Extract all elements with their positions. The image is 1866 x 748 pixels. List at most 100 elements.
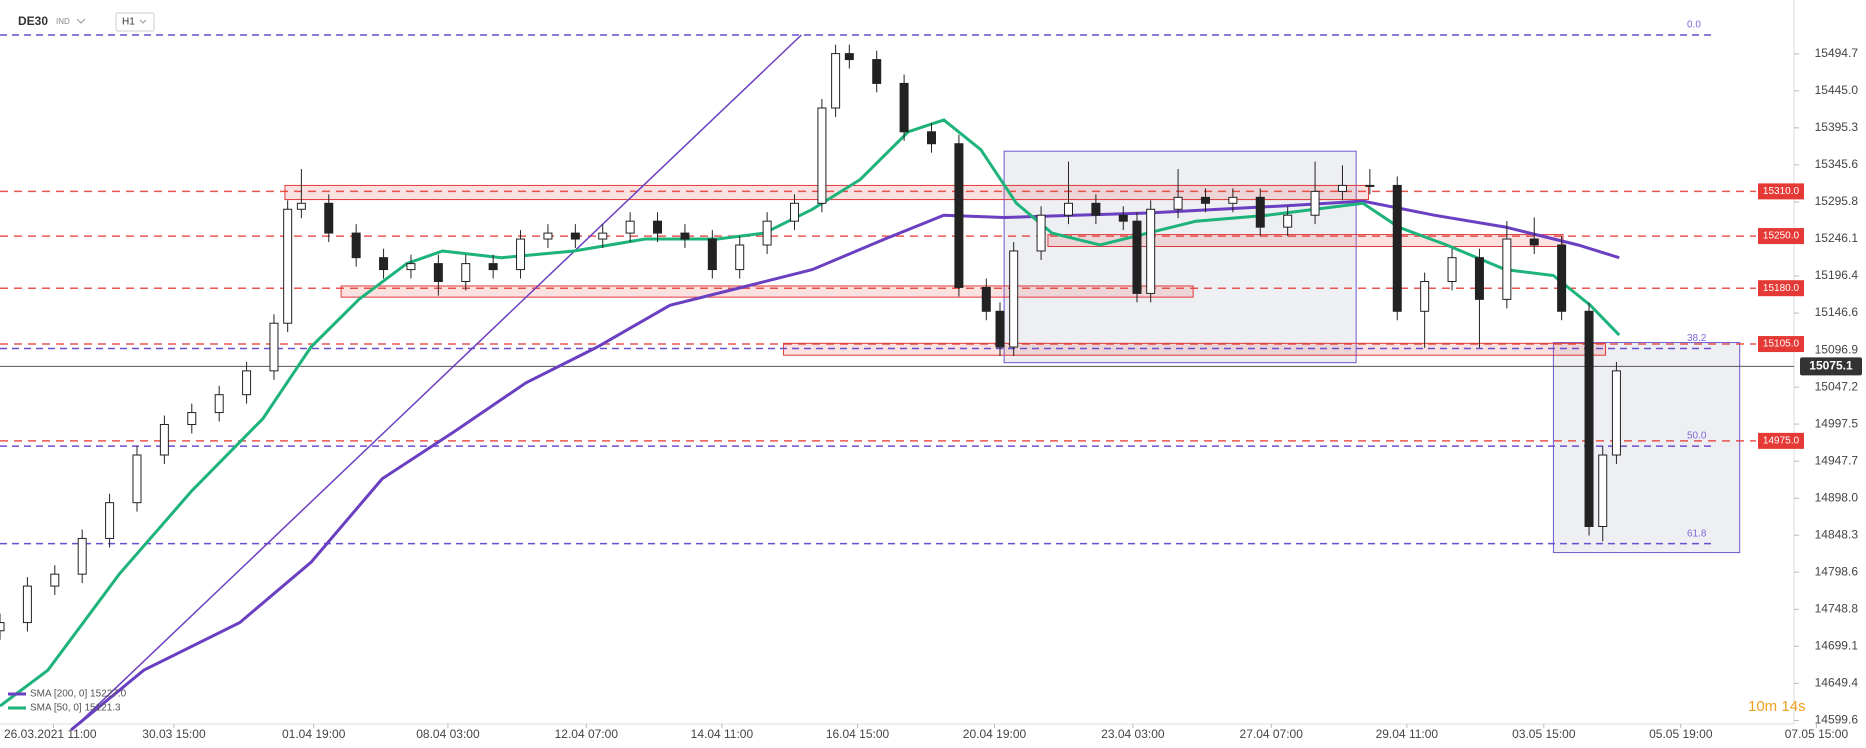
y-tick-label: 14997.5 [1815,416,1859,430]
candle-body [516,238,526,271]
candle-body [379,257,389,271]
x-tick-label: 12.04 07:00 [555,727,619,741]
candle-body [242,370,252,396]
candle-body [927,131,936,145]
candle-body [77,537,87,575]
candle-body [1200,196,1210,204]
level-label-box [1758,280,1804,297]
candle-body [1009,250,1019,348]
x-tick-label: 05.05 19:00 [1649,727,1713,741]
candle-body [214,394,224,414]
candle-body [707,238,717,271]
y-tick-label: 14599.6 [1815,713,1859,727]
x-tick-label: 30.03 15:00 [142,727,206,741]
candle-body [1474,257,1484,300]
level-label-box [1758,336,1804,353]
x-tick-label: 29.04 11:00 [1376,727,1439,741]
candle-body [1228,196,1238,204]
range-box [1003,150,1357,364]
x-tick-label: 26.03.2021 11:00 [4,727,97,741]
candle-body [680,232,690,240]
candle-body [1063,202,1073,216]
level-label-box [1758,432,1804,449]
candle-body [461,263,471,282]
x-tick-label: 14.04 11:00 [691,727,754,741]
candle-timer: 10m 14s [1748,698,1806,715]
range-box [1552,342,1741,554]
y-tick-label: 15295.8 [1815,194,1859,208]
candle-body [1502,238,1512,300]
timeframe[interactable]: H1 [122,17,135,28]
x-tick-label: 16.04 15:00 [826,727,890,741]
fib-label: 50.0 [1687,431,1707,442]
candle-body [625,220,635,234]
x-tick-label: 03.05 15:00 [1512,727,1576,741]
candle-body [1529,238,1539,246]
y-tick-label: 15494.7 [1815,46,1859,60]
zone [340,285,1194,298]
candle-body [1255,196,1265,228]
candle-body [50,573,60,587]
candle-body [1447,257,1457,282]
candle-body [351,232,361,259]
fib-label: 38.2 [1687,333,1707,344]
candle-body [1392,184,1402,312]
candle-body [954,143,964,288]
candle-body [1598,454,1608,528]
x-tick-label: 23.04 03:00 [1101,727,1165,741]
candle-body [899,82,909,133]
legend-label: SMA [50, 0] 15121.3 [30,703,121,714]
y-tick-label: 14947.7 [1815,453,1859,467]
candle-body [1337,184,1347,192]
candle-body [22,585,32,624]
level-label: 15250.0 [1763,231,1800,242]
sma-line [70,199,1620,731]
candle-body [543,232,553,240]
level-label: 14975.0 [1763,436,1800,447]
level-label: 15180.0 [1763,283,1800,294]
x-tick-label: 20.04 19:00 [963,727,1027,741]
dropdown-icon[interactable] [139,19,147,24]
price-label: 15075.1 [1809,358,1853,372]
x-tick-label: 01.04 19:00 [282,727,346,741]
y-tick-label: 15047.2 [1815,379,1859,393]
candle-body [1132,220,1142,294]
y-tick-label: 14848.3 [1815,527,1859,541]
fib-label: 0.0 [1687,20,1701,31]
candle-body [872,59,882,84]
candle-body [296,202,306,210]
candle-body [844,53,854,61]
candle-body [995,310,1005,348]
y-tick-label: 15196.4 [1815,268,1859,282]
fib-label: 61.8 [1687,528,1707,539]
candle-body [132,454,142,504]
candle-body [762,220,772,246]
candle-body [283,208,293,324]
x-tick-label: 07.05 15:00 [1785,727,1849,741]
price-label-box [1800,357,1862,376]
candle-body [269,322,279,372]
candle-body [1146,208,1156,294]
dropdown-icon[interactable] [76,18,86,24]
y-tick-label: 15096.9 [1815,342,1859,356]
level-label-box [1758,228,1804,245]
x-tick-label: 27.04 07:00 [1240,727,1304,741]
y-tick-label: 15445.0 [1815,83,1859,97]
candle-body [324,202,334,234]
symbol-tag: IND [56,17,70,26]
timeframe-box[interactable] [115,12,155,32]
candle-body [1611,370,1621,456]
candle-body [1557,244,1567,312]
y-tick-label: 14798.6 [1815,564,1859,578]
x-tick-label: 08.04 03:00 [416,727,480,741]
symbol[interactable]: DE30 [18,14,48,28]
candle-body [1283,214,1293,228]
candle-body [817,107,827,204]
candle-body [0,622,5,632]
candle-body [159,423,169,456]
candle-body [406,263,416,271]
y-tick-label: 14898.0 [1815,490,1859,504]
candle-body [790,202,800,222]
candle-body [1584,310,1594,528]
